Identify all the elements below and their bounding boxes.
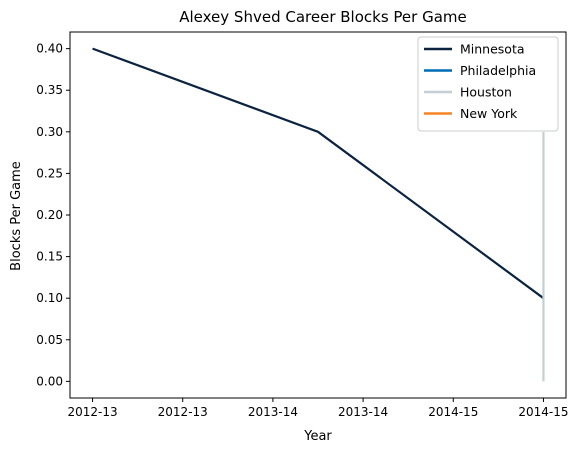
legend-label: Houston [460,85,512,100]
x-axis: 2012-13 2012-13 2013-14 2013-14 2014-15 2014-… [67,398,569,419]
y-tick-label: 0.10 [36,291,63,305]
y-axis-label: Blocks Per Game [9,161,24,271]
x-tick-label: 2012-13 [67,405,117,419]
y-tick-label: 0.05 [36,333,63,347]
x-tick-label: 2012-13 [158,405,208,419]
y-tick-label: 0.15 [36,250,63,264]
y-tick-label: 0.25 [36,166,63,180]
chart-title: Alexey Shved Career Blocks Per Game [179,8,466,26]
y-tick-label: 0.00 [36,374,63,388]
y-tick-label: 0.30 [36,125,63,139]
y-tick-label: 0.40 [36,42,63,56]
legend-label: New York [460,106,518,121]
x-axis-label: Year [303,429,332,444]
y-tick-label: 0.35 [36,83,63,97]
x-tick-label: 2013-14 [248,405,298,419]
y-axis: 0.00 0.05 0.10 0.15 0.20 0.25 0.30 0.35 0.40 [36,42,70,388]
legend-label: Philadelphia [460,63,536,78]
series-line-minnesota [92,47,545,300]
x-tick-label: 2013-14 [338,405,388,419]
legend-label: Minnesota [460,42,525,57]
y-tick-label: 0.20 [36,208,63,222]
legend-box [417,36,559,132]
x-tick-label: 2014-15 [518,405,568,419]
legend: Minnesota Philadelphia Houston New York [417,36,559,132]
x-tick-label: 2014-15 [428,405,478,419]
